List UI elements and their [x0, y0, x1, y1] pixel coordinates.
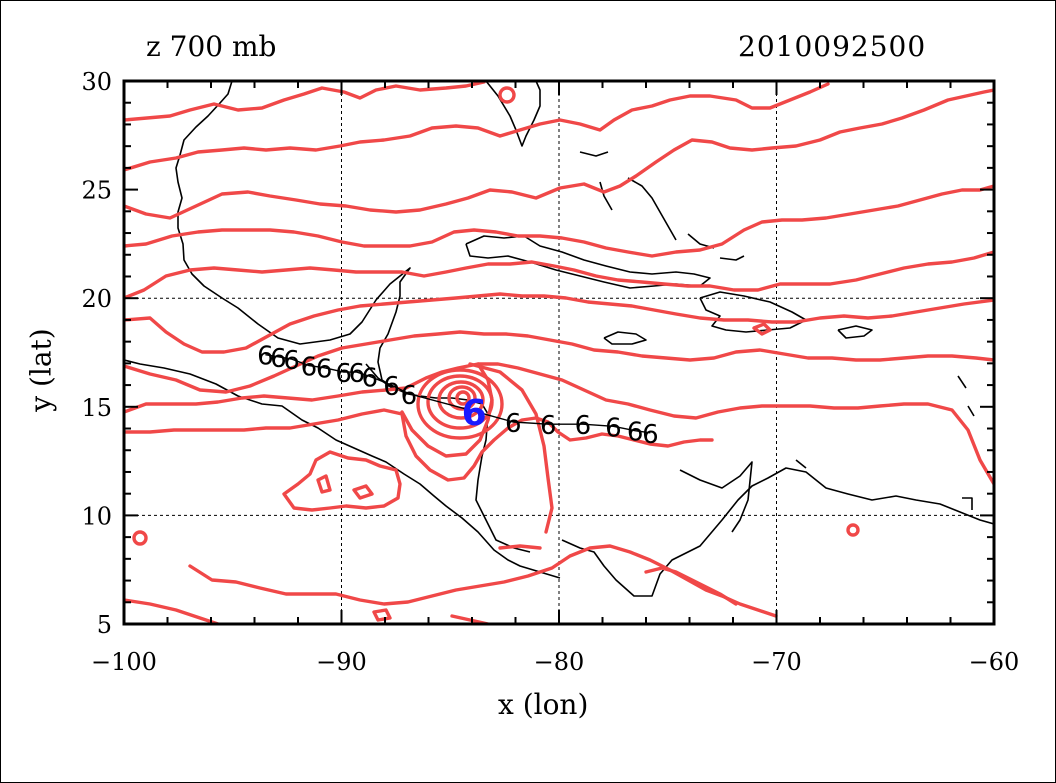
track-storm-symbol: 6	[316, 355, 333, 385]
coastline-florida	[485, 81, 541, 147]
track-line	[265, 353, 651, 434]
track-storm-symbol: 6	[257, 342, 274, 372]
track-storm-symbol: 6	[270, 344, 287, 374]
coastlines	[124, 81, 994, 597]
track-storm-symbol: 6	[335, 359, 352, 389]
track-storm-symbol: 6	[605, 413, 622, 443]
track-storm-symbol: 6	[401, 381, 418, 411]
x-tick-label: −90	[316, 648, 367, 676]
storm-contour-3	[437, 380, 485, 420]
coastline-south-america	[561, 467, 994, 597]
storm-contour-1	[416, 368, 504, 440]
height-contours	[124, 81, 994, 624]
storm-contour-4	[447, 385, 477, 411]
plot-axes: −100 −90 −80 −70 −60 5 10 15 20 25 30	[81, 68, 1019, 676]
coastline-jamaica	[603, 331, 647, 345]
x-tick-label: −100	[91, 648, 157, 676]
track-storm-symbol: 6	[505, 409, 522, 439]
storm-contour-5	[455, 390, 471, 406]
x-tick-label: −60	[969, 648, 1020, 676]
y-tick-label: 20	[81, 285, 112, 313]
track-storm-symbol: 6	[383, 372, 400, 402]
coastline-hispaniola	[699, 291, 807, 333]
y-tick-label: 5	[97, 611, 112, 639]
grid-lines	[124, 81, 994, 624]
track-storm-symbol: 6	[283, 346, 300, 376]
track-storm-symbol: 6	[642, 420, 659, 450]
current-storm-symbol: 6	[462, 393, 487, 434]
track-storm-symbol: 6	[348, 359, 365, 389]
track-storm-symbol: 6	[362, 363, 379, 393]
x-tick-label: −70	[751, 648, 802, 676]
y-tick-label: 30	[81, 68, 112, 96]
coastline-puerto-rico	[837, 325, 873, 339]
x-tick-label: −80	[534, 648, 585, 676]
track-storm-symbol: 6	[540, 411, 557, 441]
y-tick-label: 15	[81, 394, 112, 422]
storm-track: 666 66 666 6 66 6 6 6 666	[257, 342, 659, 450]
track-storm-symbol: 6	[575, 411, 592, 441]
track-storm-symbol: 6	[627, 418, 644, 448]
chart-title: z 700 mb	[146, 30, 277, 63]
date-time-stamp: 2010092500	[738, 30, 927, 63]
coastline-pacific	[124, 359, 561, 579]
track-storm-symbol: 6	[301, 353, 318, 383]
y-tick-label: 25	[81, 177, 112, 205]
y-tick-label: 10	[81, 502, 112, 530]
x-axis-label: x (lon)	[498, 688, 589, 721]
coastline-gulf-mexico-caribbean	[175, 81, 531, 553]
